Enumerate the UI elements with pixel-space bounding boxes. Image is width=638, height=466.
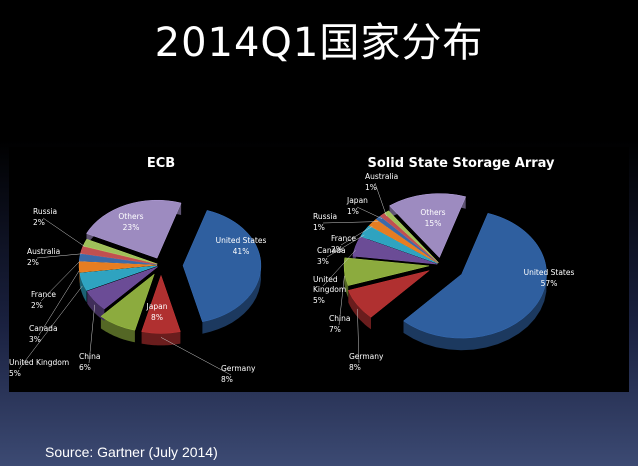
pie-side-china [344,257,349,298]
pie-slice-united-states [182,210,262,322]
pie-side-china [87,291,105,321]
pie-value-france: 2% [31,301,43,310]
pie-leader-germany [160,337,232,376]
pie-label-united-kingdom: United Kingdom 5% [313,275,346,305]
pie-side-germany [348,290,371,330]
pie-value-china: 6% [79,363,91,372]
pie-value-others: 15% [425,219,442,228]
pie-slice-japan [100,273,155,331]
pie-slice-russia [82,238,158,265]
pie-slice-others [389,193,467,259]
pie-leader-japan [356,206,383,219]
pie-label-united-kingdom: United Kingdom 5% [9,358,69,378]
pie-label-others: Others 15% [420,208,445,228]
pie-slice-australia [383,210,439,263]
pie-slice-others [86,199,182,259]
pie-leader-china [338,275,345,326]
chart-title-ssa: Solid State Storage Array [367,156,555,171]
pie-label-germany: Germany 8% [221,364,256,384]
pie-side-japan [100,316,135,343]
pie-value-united-states: 57% [541,279,558,288]
pie-value-china: 7% [329,325,341,334]
pie-label-united-states: United States 57% [524,268,575,288]
pie-leader-australia [36,253,82,259]
pie-value-others: 23% [123,223,140,232]
pie-label-australia: Australia 2% [27,247,60,267]
slide-title: 2014Q1国家分布 [154,20,484,66]
pie-leader-germany [357,308,360,364]
pie-leader-united-kingdom [322,250,356,287]
pie-slice-united-kingdom [352,236,438,265]
pie-value-russia: 2% [33,218,45,227]
pie-slice-australia [80,246,158,265]
pie-leader-canada [38,270,80,336]
chart-title-ecb: ECB [147,156,175,171]
pie-value-germany: 8% [349,363,361,372]
pie-value-russia: 1% [313,223,325,232]
pie-slice-china [343,257,430,286]
chart-panel: ECB Solid State Storage Array United Sta… [9,147,629,392]
pie-value-australia: 1% [365,183,377,192]
pie-label-france: France 2% [31,290,56,310]
pie-side-germany [141,331,181,346]
pie-leader-canada [326,234,365,258]
pie-label-france: France 2% [331,234,356,254]
pie-label-united-states: United States 41% [216,236,267,256]
pie-label-japan: Japan 8% [146,302,168,322]
pie-slice-united-states [403,213,547,339]
pie-leader-united-kingdom [18,285,83,370]
pie-slice-france [368,218,439,264]
pie-leader-australia [374,182,387,217]
pie-value-japan: 1% [347,207,359,216]
pie-slice-united-kingdom [79,265,158,291]
pie-slice-germany [141,274,181,334]
pie-leader-china [88,304,95,364]
pie-value-united-kingdom: 5% [9,369,21,378]
pie-value-united-kingdom: 5% [313,296,325,305]
pie-slice-china [86,266,158,310]
pie-charts-svg: ECB Solid State Storage Array United Sta… [9,156,574,384]
pie-group-1: United States57%Germany8%China7%UnitedKi… [313,172,574,372]
pie-value-australia: 2% [27,258,39,267]
pie-label-others: Others 23% [118,212,143,232]
pie-value-canada: 3% [29,335,41,344]
pie-value-japan: 8% [151,313,163,322]
pie-value-united-states: 41% [233,247,250,256]
pie-slice-germany [347,270,430,318]
pie-leader-russia [42,217,85,247]
pie-label-russia: Russia 1% [313,212,337,232]
source-note: Source: Gartner (July 2014) [45,444,218,460]
pie-value-france: 2% [331,245,343,254]
pie-label-germany: Germany 8% [349,352,384,372]
pie-label-russia: Russia 2% [33,207,57,227]
pie-group-0: United States41%Germany8%Japan8%China6%U… [9,199,267,384]
pie-leader-russia [322,221,379,224]
pie-value-canada: 3% [317,257,329,266]
pie-leader-france [340,226,373,246]
pie-label-japan: Japan 1% [346,196,368,216]
pie-value-germany: 8% [221,375,233,384]
pie-label-australia: Australia 1% [365,172,398,192]
pie-side-united-states [403,213,547,351]
pie-leader-france [40,261,80,302]
